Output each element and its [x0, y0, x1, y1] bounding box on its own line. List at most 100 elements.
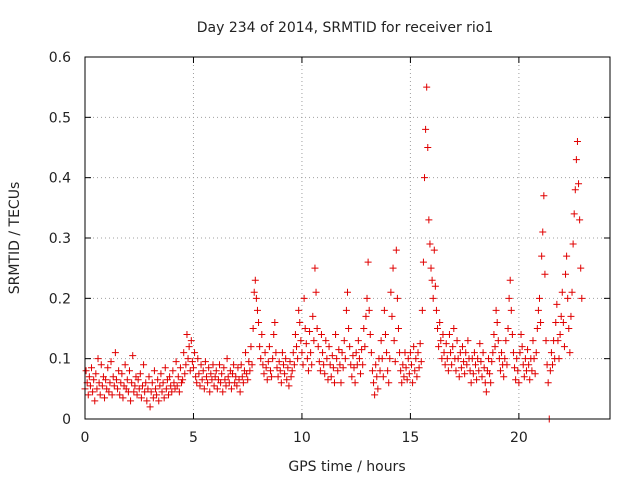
data-point	[571, 186, 579, 194]
data-point	[277, 379, 285, 387]
data-point	[477, 358, 485, 366]
data-point	[176, 364, 184, 372]
data-point	[262, 364, 270, 372]
data-point	[391, 358, 399, 366]
data-point	[428, 276, 436, 284]
data-point	[370, 379, 378, 387]
data-point	[547, 349, 555, 357]
data-point	[315, 358, 323, 366]
data-point	[257, 355, 265, 363]
data-point	[270, 331, 278, 339]
data-point	[90, 376, 98, 384]
data-point	[535, 294, 543, 302]
data-point	[237, 361, 245, 369]
x-tick-label: 10	[293, 430, 311, 446]
data-point	[500, 373, 508, 381]
data-point	[360, 325, 368, 332]
data-point	[385, 379, 393, 387]
data-point	[418, 306, 426, 314]
data-point	[95, 379, 103, 387]
data-point	[476, 340, 484, 348]
data-point	[336, 361, 344, 369]
data-point	[98, 382, 106, 390]
data-point	[200, 385, 208, 393]
data-point	[285, 382, 293, 390]
data-point	[110, 382, 118, 390]
data-point	[398, 379, 406, 387]
data-point	[223, 355, 231, 363]
data-point	[361, 343, 369, 351]
data-point	[109, 373, 117, 381]
data-point	[411, 367, 419, 375]
data-point	[299, 361, 307, 369]
data-point	[407, 361, 415, 369]
data-point	[137, 394, 145, 402]
data-point	[344, 288, 351, 296]
data-point	[423, 83, 431, 91]
data-point	[116, 391, 124, 399]
y-axis-title: SRMTID / TECUs	[7, 182, 23, 295]
data-point	[194, 355, 202, 363]
data-point	[220, 364, 228, 372]
data-point	[157, 370, 165, 378]
data-point	[345, 325, 353, 332]
data-point	[128, 379, 136, 387]
data-point	[141, 388, 149, 396]
data-point	[153, 391, 161, 399]
data-point	[179, 376, 187, 384]
data-point	[489, 349, 497, 357]
data-point	[84, 391, 92, 399]
data-point	[219, 388, 227, 396]
data-point	[341, 355, 349, 363]
data-point	[452, 367, 460, 375]
data-point	[478, 373, 486, 381]
data-point	[558, 288, 566, 296]
data-point	[106, 379, 114, 387]
data-point	[400, 373, 408, 381]
data-point	[130, 388, 138, 396]
data-point	[461, 370, 469, 378]
data-point	[307, 349, 315, 357]
data-point	[335, 346, 343, 354]
data-point	[259, 361, 267, 369]
data-point	[471, 361, 479, 369]
x-tick-label: 5	[189, 430, 198, 446]
data-point	[165, 391, 173, 399]
data-point	[118, 370, 126, 378]
data-point	[301, 325, 309, 332]
data-point	[210, 382, 218, 390]
data-point	[470, 349, 478, 357]
data-point	[250, 288, 258, 296]
data-point	[264, 358, 272, 366]
data-point	[528, 367, 536, 375]
data-point	[239, 379, 247, 387]
data-point	[131, 382, 139, 390]
data-point	[381, 331, 389, 339]
data-point	[133, 391, 141, 399]
data-point	[324, 376, 332, 384]
data-point	[234, 364, 242, 372]
data-point	[534, 306, 542, 314]
data-point	[156, 382, 164, 390]
data-point	[384, 367, 392, 375]
data-point	[196, 382, 204, 390]
data-point	[140, 361, 148, 369]
data-point	[431, 282, 439, 290]
data-points	[81, 83, 586, 423]
x-tick-label: 0	[81, 430, 90, 446]
data-point	[265, 343, 273, 351]
data-point	[222, 382, 230, 390]
data-point	[546, 367, 554, 375]
data-point	[148, 379, 156, 387]
data-point	[167, 382, 175, 390]
data-point	[320, 361, 328, 369]
data-point	[154, 376, 162, 384]
data-point	[531, 370, 539, 378]
data-point	[491, 343, 499, 351]
data-point	[436, 318, 444, 326]
data-point	[217, 379, 225, 387]
data-point	[149, 394, 157, 402]
data-point	[201, 358, 209, 366]
y-tick-label: 0.4	[49, 171, 71, 187]
data-point	[475, 367, 483, 375]
